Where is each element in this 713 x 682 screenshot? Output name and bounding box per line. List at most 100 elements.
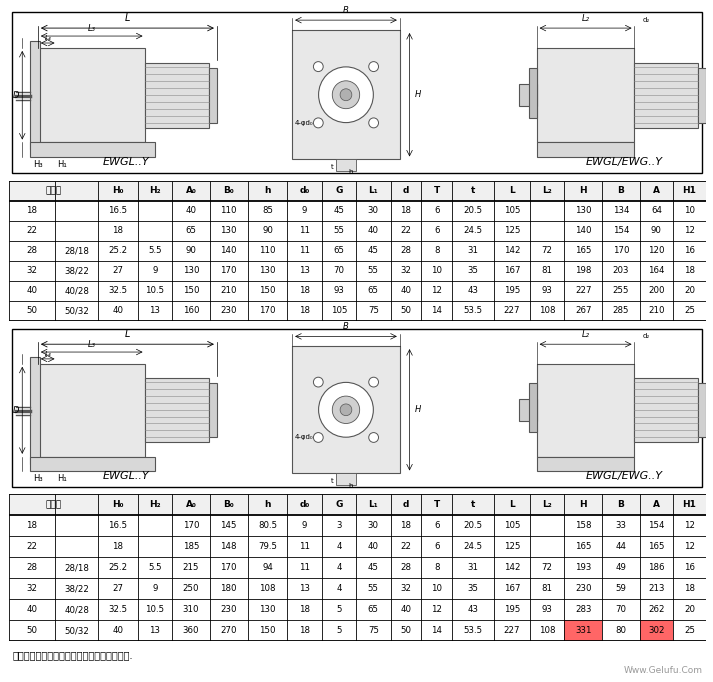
Text: 200: 200 [648, 286, 665, 295]
Text: 65: 65 [368, 605, 379, 614]
Text: 22: 22 [401, 226, 411, 235]
Circle shape [369, 118, 379, 128]
Bar [529, 68, 537, 117]
Text: 170: 170 [260, 306, 276, 315]
Circle shape [369, 432, 379, 443]
Text: 22: 22 [26, 226, 37, 235]
Text: 180: 180 [220, 584, 237, 593]
Text: 164: 164 [648, 266, 665, 275]
Text: 75: 75 [368, 626, 379, 635]
Text: L: L [125, 13, 130, 23]
Circle shape [369, 377, 379, 387]
Text: 33: 33 [615, 521, 627, 531]
Text: 8: 8 [434, 563, 440, 572]
Text: 170: 170 [612, 246, 630, 255]
Text: 198: 198 [575, 266, 591, 275]
Text: 93: 93 [334, 286, 344, 295]
Text: 331: 331 [575, 626, 592, 635]
Text: B: B [617, 186, 625, 195]
Text: 22: 22 [401, 542, 411, 551]
Text: 4: 4 [337, 542, 342, 551]
Text: 16: 16 [684, 563, 695, 572]
Text: 32: 32 [401, 266, 411, 275]
Text: 262: 262 [648, 605, 665, 614]
Text: 50/32: 50/32 [64, 306, 89, 315]
Text: 50: 50 [401, 626, 411, 635]
Text: 16.5: 16.5 [108, 521, 128, 531]
Text: 230: 230 [220, 605, 237, 614]
Text: H₂: H₂ [149, 186, 160, 195]
Text: 40: 40 [401, 605, 411, 614]
Text: 38/22: 38/22 [64, 266, 89, 275]
Text: 150: 150 [260, 626, 276, 635]
Text: 4-φd₀: 4-φd₀ [295, 434, 314, 440]
Text: 267: 267 [575, 306, 592, 315]
Text: L₄: L₄ [44, 351, 51, 357]
Text: B: B [343, 6, 349, 15]
Text: 10.5: 10.5 [145, 286, 165, 295]
Bar [337, 473, 356, 485]
Text: 9: 9 [152, 584, 158, 593]
Text: H₁: H₁ [58, 160, 67, 169]
Text: 120: 120 [648, 246, 665, 255]
Bar [145, 63, 209, 128]
Bar [38, 364, 145, 457]
Text: 9: 9 [302, 521, 307, 531]
Text: A: A [653, 501, 660, 509]
Text: 32.5: 32.5 [108, 605, 128, 614]
Text: H₀: H₀ [112, 501, 123, 509]
Text: 14: 14 [431, 306, 442, 315]
Text: 210: 210 [648, 306, 665, 315]
Bar [145, 379, 209, 442]
Text: 18: 18 [26, 206, 37, 216]
Text: 154: 154 [648, 521, 665, 531]
Text: H: H [580, 501, 587, 509]
Text: b: b [349, 483, 353, 489]
Text: 3: 3 [337, 521, 342, 531]
Text: 310: 310 [183, 605, 199, 614]
Text: 165: 165 [575, 542, 592, 551]
Text: EWGL..Y: EWGL..Y [103, 158, 149, 167]
Text: 72: 72 [542, 246, 553, 255]
Text: 142: 142 [503, 563, 520, 572]
Text: 45: 45 [368, 563, 379, 572]
Text: 70: 70 [334, 266, 344, 275]
Text: b: b [349, 169, 353, 175]
Text: 10: 10 [431, 266, 442, 275]
Text: 195: 195 [503, 286, 520, 295]
Text: 167: 167 [503, 266, 520, 275]
Text: L₄: L₄ [44, 35, 51, 41]
Text: B₀: B₀ [223, 501, 234, 509]
Text: 142: 142 [503, 246, 520, 255]
Text: 215: 215 [183, 563, 199, 572]
Text: 108: 108 [539, 626, 555, 635]
Text: 140: 140 [220, 246, 237, 255]
Text: 40: 40 [185, 206, 197, 216]
Text: 28: 28 [26, 246, 37, 255]
Text: h: h [265, 186, 271, 195]
Text: 45: 45 [368, 246, 379, 255]
Text: h: h [265, 501, 271, 509]
Text: 50: 50 [401, 306, 411, 315]
Text: 18: 18 [299, 306, 310, 315]
Text: 5.5: 5.5 [148, 563, 162, 572]
Text: 130: 130 [183, 266, 199, 275]
Text: 227: 227 [503, 306, 520, 315]
Text: L₂: L₂ [543, 501, 552, 509]
Circle shape [332, 396, 359, 424]
Text: 4: 4 [337, 584, 342, 593]
Text: 28: 28 [401, 563, 411, 572]
Text: 94: 94 [262, 563, 273, 572]
Text: d: d [403, 186, 409, 195]
Text: 18: 18 [684, 266, 695, 275]
Text: 55: 55 [368, 584, 379, 593]
Text: 9: 9 [152, 266, 158, 275]
Bar [537, 143, 635, 158]
Text: 20.5: 20.5 [463, 206, 483, 216]
Text: 80: 80 [615, 626, 627, 635]
Circle shape [369, 61, 379, 72]
Text: 25.2: 25.2 [108, 246, 128, 255]
Text: 10: 10 [684, 206, 695, 216]
Text: 机型号: 机型号 [45, 501, 61, 509]
Text: 65: 65 [185, 226, 197, 235]
